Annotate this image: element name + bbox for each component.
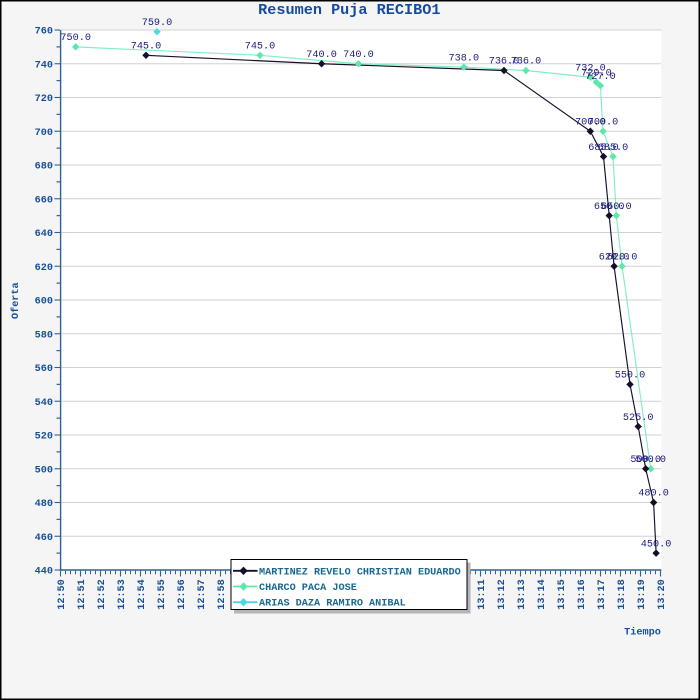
svg-text:700: 700 xyxy=(35,128,53,139)
svg-text:740.0: 740.0 xyxy=(343,50,374,61)
svg-text:450.0: 450.0 xyxy=(641,539,672,550)
svg-text:500.0: 500.0 xyxy=(635,455,666,466)
svg-text:580: 580 xyxy=(35,330,53,341)
svg-text:12:50: 12:50 xyxy=(57,579,68,610)
svg-text:500: 500 xyxy=(35,465,53,476)
svg-text:480: 480 xyxy=(35,499,53,510)
svg-text:640: 640 xyxy=(35,229,53,240)
svg-text:700.0: 700.0 xyxy=(588,117,619,128)
svg-text:480.0: 480.0 xyxy=(638,489,669,500)
svg-text:660: 660 xyxy=(35,195,53,206)
svg-text:525.0: 525.0 xyxy=(623,413,654,424)
svg-text:13:13: 13:13 xyxy=(517,579,528,610)
svg-text:685.0: 685.0 xyxy=(598,143,629,154)
svg-text:13:15: 13:15 xyxy=(557,579,568,610)
svg-text:13:18: 13:18 xyxy=(617,579,628,610)
svg-text:620: 620 xyxy=(35,263,53,274)
svg-text:732.0: 732.0 xyxy=(575,63,606,74)
svg-text:740.0: 740.0 xyxy=(306,50,337,61)
svg-text:550.0: 550.0 xyxy=(615,371,646,382)
svg-text:736.0: 736.0 xyxy=(511,57,542,68)
svg-text:13:14: 13:14 xyxy=(537,579,548,610)
svg-text:750.0: 750.0 xyxy=(60,33,91,44)
svg-text:759.0: 759.0 xyxy=(142,18,173,29)
svg-text:13:19: 13:19 xyxy=(637,579,648,610)
svg-text:12:58: 12:58 xyxy=(217,579,228,610)
svg-text:Oferta: Oferta xyxy=(10,282,22,319)
svg-text:685.0: 685.0 xyxy=(588,143,619,154)
svg-text:12:55: 12:55 xyxy=(157,579,168,610)
svg-text:Resumen Puja RECIBO1: Resumen Puja RECIBO1 xyxy=(258,1,440,19)
svg-text:620.0: 620.0 xyxy=(599,252,630,263)
svg-text:720: 720 xyxy=(35,94,53,105)
svg-text:729.0: 729.0 xyxy=(581,69,612,80)
svg-text:13:17: 13:17 xyxy=(597,579,608,610)
svg-text:12:56: 12:56 xyxy=(177,579,188,610)
svg-text:460: 460 xyxy=(35,533,53,544)
svg-text:740: 740 xyxy=(35,60,53,71)
svg-text:760: 760 xyxy=(35,27,53,38)
svg-text:13:11: 13:11 xyxy=(477,579,488,610)
svg-text:700.0: 700.0 xyxy=(575,117,606,128)
svg-text:440: 440 xyxy=(35,567,53,578)
svg-text:MARTINEZ REVELO CHRISTIAN EDUA: MARTINEZ REVELO CHRISTIAN EDUARDO xyxy=(259,567,461,578)
svg-text:520: 520 xyxy=(35,432,53,443)
svg-text:738.0: 738.0 xyxy=(449,53,480,64)
svg-text:745.0: 745.0 xyxy=(131,42,162,53)
svg-text:12:52: 12:52 xyxy=(97,579,108,610)
svg-text:620.0: 620.0 xyxy=(607,252,638,263)
svg-text:500.0: 500.0 xyxy=(630,455,661,466)
svg-text:540: 540 xyxy=(35,398,53,409)
svg-text:650.0: 650.0 xyxy=(594,202,625,213)
svg-text:13:20: 13:20 xyxy=(657,579,668,610)
svg-text:Tiempo: Tiempo xyxy=(624,626,661,638)
svg-text:727.0: 727.0 xyxy=(585,72,616,83)
svg-text:600: 600 xyxy=(35,297,53,308)
svg-text:CHARCO PACA JOSE: CHARCO PACA JOSE xyxy=(259,583,357,594)
svg-text:650.0: 650.0 xyxy=(601,202,632,213)
svg-text:736.0: 736.0 xyxy=(489,57,520,68)
svg-text:13:12: 13:12 xyxy=(497,579,508,610)
svg-text:12:53: 12:53 xyxy=(117,579,128,610)
svg-text:745.0: 745.0 xyxy=(245,42,276,53)
svg-text:12:51: 12:51 xyxy=(77,579,88,610)
svg-text:ARIAS DAZA RAMIRO ANIBAL: ARIAS DAZA RAMIRO ANIBAL xyxy=(259,599,406,610)
svg-text:560: 560 xyxy=(35,364,53,375)
svg-text:13:16: 13:16 xyxy=(577,579,588,610)
svg-text:12:57: 12:57 xyxy=(197,579,208,610)
svg-text:680: 680 xyxy=(35,162,53,173)
svg-text:12:54: 12:54 xyxy=(137,579,148,610)
